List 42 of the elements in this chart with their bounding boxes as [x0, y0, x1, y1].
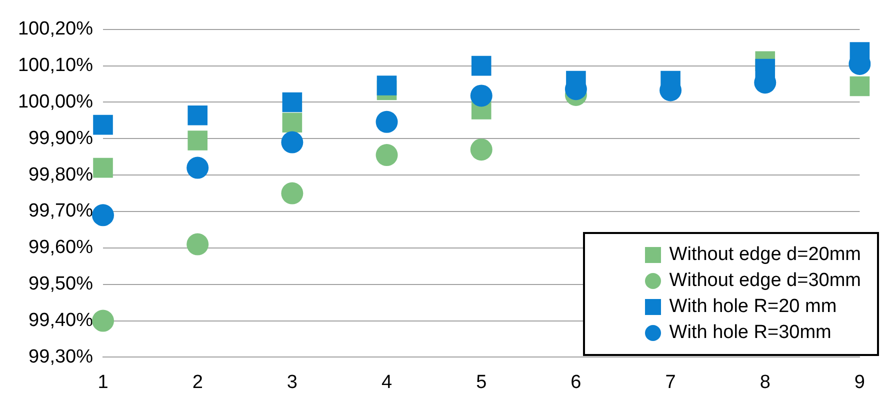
point: [282, 112, 302, 133]
point: [92, 310, 114, 332]
point: [186, 233, 209, 256]
point: [92, 204, 114, 226]
y-tick-label: 100,10%: [18, 55, 94, 76]
x-tick-label: 3: [286, 372, 298, 393]
point: [376, 110, 398, 133]
point: [470, 138, 492, 161]
x-tick-label: 9: [854, 372, 866, 393]
point: [376, 76, 397, 96]
y-tick-label: 99,60%: [28, 237, 94, 258]
y-tick-label: 99,70%: [28, 200, 94, 222]
x-tick-label: 6: [570, 372, 582, 393]
legend-label: Without edge d=20mm: [669, 244, 861, 266]
x-tick-label: 5: [476, 372, 487, 393]
legend-label: Without edge d=30mm: [669, 270, 861, 292]
x-tick-label: 8: [760, 372, 770, 393]
y-tick-label: 99,50%: [28, 274, 94, 295]
point: [470, 84, 492, 107]
point: [188, 130, 208, 150]
point: [850, 76, 870, 96]
point: [281, 182, 304, 204]
x-tick-label: 1: [98, 372, 108, 393]
x-tick-label: 2: [192, 372, 203, 393]
x-tick-label: 4: [381, 372, 392, 393]
y-tick-label: 99,80%: [28, 164, 94, 186]
point: [188, 105, 208, 126]
y-tick-label: 100,20%: [18, 18, 94, 40]
point: [471, 56, 492, 76]
point: [93, 114, 113, 135]
point: [376, 144, 398, 166]
legend-label: With hole R=30mm: [669, 322, 832, 344]
y-tick-label: 100,00%: [18, 91, 94, 112]
point: [281, 131, 304, 154]
y-tick-label: 99,90%: [28, 128, 94, 149]
point: [186, 156, 209, 179]
point: [282, 92, 302, 112]
y-tick-label: 99,40%: [28, 310, 94, 332]
point: [93, 158, 113, 178]
y-tick-label: 99,30%: [28, 346, 94, 368]
legend-label: With hole R=20 mm: [669, 296, 837, 318]
x-tick-label: 7: [665, 372, 676, 393]
